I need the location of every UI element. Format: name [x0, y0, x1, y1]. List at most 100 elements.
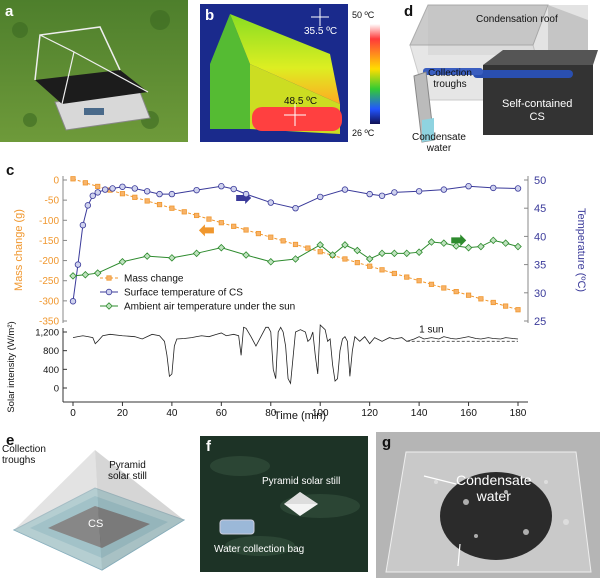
mass-change-point	[218, 220, 224, 226]
ambient-temp-point	[81, 270, 90, 279]
ambient-temp-point	[328, 251, 337, 259]
surface-temp-point	[440, 186, 448, 193]
mass-change-point	[156, 201, 163, 208]
ambient-temp-point	[452, 242, 460, 250]
panel-d-label: d	[404, 3, 414, 20]
left-axis-title: Mass change (g)	[13, 209, 25, 291]
left-tick-label: -200	[39, 256, 59, 267]
ambient-temp-point	[217, 243, 226, 252]
mass-change-point	[465, 292, 472, 298]
surface-temp-point	[101, 186, 109, 193]
legend-mass-label: Mass change	[124, 274, 184, 285]
panel-a-label: a	[5, 3, 14, 20]
surface-temp-point	[168, 190, 176, 198]
ambient-temp-point	[501, 239, 510, 247]
panel-e-label: e	[6, 432, 15, 449]
label-cs-e: CS	[88, 518, 104, 530]
ambient-temp-axis-arrow	[451, 234, 467, 247]
mass-change-point	[441, 285, 447, 291]
legend-ambient-label: Ambient air temperature under the sun	[124, 302, 295, 313]
label-water-collection-bag: Water collection bag	[214, 544, 305, 555]
x-tick-label: 0	[70, 408, 76, 419]
mass-change-point	[367, 263, 373, 269]
ambient-temp-point	[415, 248, 423, 256]
ambient-temp-point	[489, 236, 498, 245]
surface-temp-point	[79, 221, 87, 229]
left-tick-label: -250	[39, 276, 59, 287]
surface-temp-point	[119, 183, 126, 190]
x-tick-label: 80	[265, 408, 277, 419]
surface-temp-point	[156, 190, 163, 198]
legend-surface-label: Surface temperature of CS	[124, 288, 243, 299]
ambient-temp-point	[168, 254, 176, 262]
x-tick-label: 20	[117, 408, 129, 419]
mass-change-point	[317, 249, 323, 255]
mass-change-point	[342, 256, 348, 262]
right-tick-label: 50	[534, 175, 546, 187]
mass-change-point	[280, 238, 286, 244]
legend-mass-marker	[106, 275, 112, 281]
surface-temp-point	[230, 185, 237, 193]
ambient-temp-point	[143, 252, 151, 260]
x-tick-label: 120	[361, 408, 378, 419]
surface-temp-point	[94, 189, 101, 196]
mass-change-point	[82, 180, 88, 186]
ambient-temp-point	[514, 242, 522, 251]
mass-change-point	[169, 205, 175, 211]
mass-change-point	[119, 191, 126, 197]
solar-tick-label: 400	[43, 365, 59, 376]
surface-temp-point	[69, 298, 77, 305]
surface-temp-point	[84, 202, 92, 209]
surface-temp-point	[341, 186, 349, 193]
surface-temp-point	[267, 199, 274, 206]
mass-change-point	[132, 194, 138, 200]
surface-temp-point	[143, 188, 151, 195]
ambient-temp-point	[242, 251, 250, 259]
surface-temp-point	[391, 189, 398, 196]
ambient-temp-point	[477, 242, 485, 251]
surface-temp-point	[193, 186, 200, 194]
left-tick-label: -300	[39, 296, 59, 307]
label-collection-troughs-d: Collection troughs	[428, 68, 472, 90]
left-tick-label: -100	[39, 216, 59, 227]
ambient-temp-point	[390, 249, 399, 258]
panel-g-label: g	[382, 434, 392, 451]
label-condensate-water-g: Condensate water	[456, 472, 532, 504]
mass-change-point	[206, 216, 212, 222]
mass-change-point	[416, 278, 422, 284]
x-tick-label: 60	[216, 408, 228, 419]
surface-temp-point	[490, 184, 497, 192]
panel-b-label: b	[205, 7, 215, 24]
mass-change-point	[194, 212, 200, 219]
thermal-scale-max: 50 ºC	[352, 10, 375, 20]
surface-temp-point	[465, 183, 472, 190]
surface-temp-point	[131, 185, 139, 192]
surface-temp-point	[366, 190, 373, 198]
left-tick-label: -350	[39, 317, 59, 328]
ambient-temp-point	[353, 246, 362, 255]
mass-change-point	[428, 281, 435, 287]
mass-change-point	[144, 198, 150, 204]
panel-f-label: f	[206, 438, 211, 455]
right-axis-title: Temperature (ºC)	[575, 208, 587, 292]
mass-change-point	[503, 303, 509, 309]
solar-axis-title: Solar intensity (W/m²)	[6, 321, 17, 412]
label-pyramid-solar-still-f: Pyramid solar still	[262, 476, 341, 487]
left-tick-label: -50	[45, 196, 60, 207]
right-tick-label: 30	[534, 288, 546, 300]
ambient-temp-point	[316, 241, 324, 249]
surface-temp-point	[109, 185, 116, 192]
ambient-temp-point	[267, 258, 275, 266]
left-tick-label: -150	[39, 236, 59, 247]
mass-change-point	[268, 234, 274, 240]
ambient-temp-point	[118, 258, 127, 266]
ambient-temp-point	[341, 241, 349, 249]
thermal-temp-bottom: 48.5 ºC	[284, 96, 318, 107]
mass-change-point	[70, 176, 76, 182]
mass-change-point	[95, 183, 101, 190]
label-self-contained-cs: Self-contained CS	[502, 98, 573, 123]
right-tick-label: 40	[534, 231, 546, 243]
ambient-temp-point	[93, 269, 102, 277]
ambient-temp-point	[440, 239, 448, 247]
legend-surface-marker	[105, 288, 113, 296]
